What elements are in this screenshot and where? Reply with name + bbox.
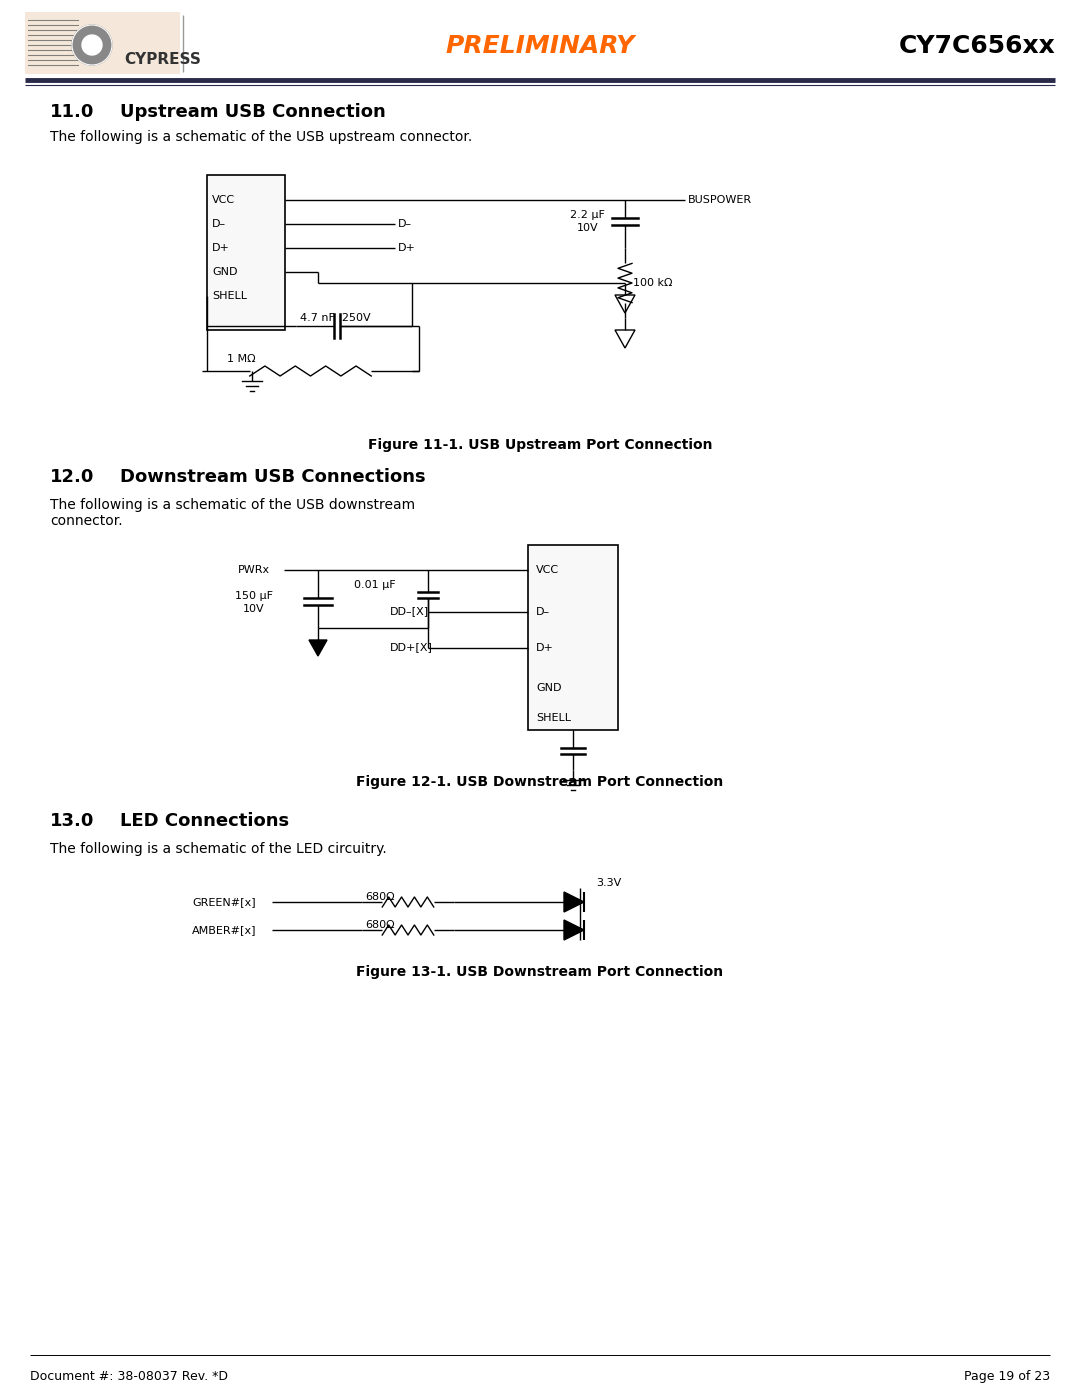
- Polygon shape: [615, 295, 635, 313]
- Text: Figure 12-1. USB Downstream Port Connection: Figure 12-1. USB Downstream Port Connect…: [356, 775, 724, 789]
- Polygon shape: [564, 893, 584, 912]
- Text: SHELL: SHELL: [212, 291, 247, 300]
- Text: 11.0: 11.0: [50, 103, 94, 122]
- Text: 10V: 10V: [243, 604, 265, 615]
- Text: D+: D+: [212, 243, 230, 253]
- Text: 150 µF: 150 µF: [235, 591, 273, 601]
- Text: GREEN#[x]: GREEN#[x]: [192, 897, 256, 907]
- Text: D–: D–: [536, 608, 550, 617]
- Circle shape: [82, 35, 102, 54]
- Text: D+: D+: [399, 243, 416, 253]
- Text: connector.: connector.: [50, 514, 123, 528]
- Bar: [25, 13, 180, 74]
- Text: LED Connections: LED Connections: [120, 812, 289, 830]
- Text: Figure 13-1. USB Downstream Port Connection: Figure 13-1. USB Downstream Port Connect…: [356, 965, 724, 979]
- Text: CYPRESS: CYPRESS: [124, 53, 201, 67]
- Text: GND: GND: [536, 683, 562, 693]
- Polygon shape: [309, 640, 327, 657]
- Text: 2.2 µF: 2.2 µF: [570, 210, 605, 219]
- Text: D+: D+: [536, 643, 554, 652]
- Text: 680Ω: 680Ω: [365, 921, 394, 930]
- Text: 1 MΩ: 1 MΩ: [227, 353, 256, 365]
- Text: DD–[X]: DD–[X]: [390, 606, 429, 616]
- Text: VCC: VCC: [536, 564, 559, 576]
- Text: CY7C656xx: CY7C656xx: [899, 34, 1055, 59]
- Text: The following is a schematic of the USB downstream: The following is a schematic of the USB …: [50, 497, 415, 511]
- Text: Figure 11-1. USB Upstream Port Connection: Figure 11-1. USB Upstream Port Connectio…: [368, 439, 712, 453]
- Text: 3.3V: 3.3V: [596, 877, 621, 888]
- Text: SHELL: SHELL: [536, 712, 571, 724]
- Text: PRELIMINARY: PRELIMINARY: [445, 34, 635, 59]
- Text: PWRx: PWRx: [238, 564, 270, 576]
- Text: VCC: VCC: [212, 196, 235, 205]
- Polygon shape: [615, 330, 635, 348]
- Text: The following is a schematic of the USB upstream connector.: The following is a schematic of the USB …: [50, 130, 472, 144]
- Text: D–: D–: [212, 219, 226, 229]
- Text: Downstream USB Connections: Downstream USB Connections: [120, 468, 426, 486]
- Text: 680Ω: 680Ω: [365, 893, 394, 902]
- Text: BUSPOWER: BUSPOWER: [688, 196, 752, 205]
- Bar: [528, 545, 618, 731]
- Bar: [207, 175, 285, 330]
- Text: Upstream USB Connection: Upstream USB Connection: [120, 103, 386, 122]
- Text: The following is a schematic of the LED circuitry.: The following is a schematic of the LED …: [50, 842, 387, 856]
- Text: GND: GND: [212, 267, 238, 277]
- Text: D–: D–: [399, 219, 413, 229]
- Text: 4.7 nF  250V: 4.7 nF 250V: [300, 313, 370, 323]
- Text: AMBER#[x]: AMBER#[x]: [192, 925, 257, 935]
- Text: Page 19 of 23: Page 19 of 23: [963, 1370, 1050, 1383]
- Text: 12.0: 12.0: [50, 468, 94, 486]
- Circle shape: [72, 25, 112, 66]
- Text: 100 kΩ: 100 kΩ: [633, 278, 673, 288]
- Text: DD+[X]: DD+[X]: [390, 643, 433, 652]
- Polygon shape: [564, 921, 584, 940]
- Text: Document #: 38-08037 Rev. *D: Document #: 38-08037 Rev. *D: [30, 1370, 228, 1383]
- Text: 0.01 µF: 0.01 µF: [354, 580, 395, 590]
- Text: 10V: 10V: [577, 224, 598, 233]
- Text: 13.0: 13.0: [50, 812, 94, 830]
